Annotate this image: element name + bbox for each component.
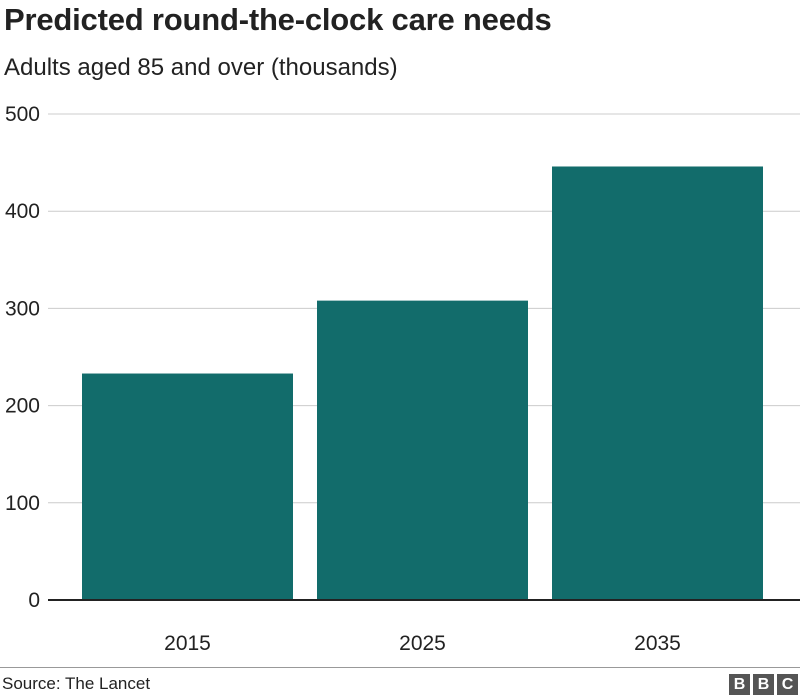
logo-letter: B — [753, 674, 774, 695]
y-tick-label: 0 — [28, 589, 40, 612]
x-tick-label: 2035 — [634, 632, 681, 655]
chart-subtitle: Adults aged 85 and over (thousands) — [4, 54, 398, 81]
x-axis-labels: 2015 2025 2035 — [164, 632, 681, 655]
footer-divider — [0, 667, 800, 668]
bar-chart: 0 100 200 300 400 500 2015 2025 2035 — [5, 103, 800, 655]
y-tick-label: 200 — [5, 395, 40, 418]
bar-2035 — [552, 166, 763, 600]
y-tick-label: 300 — [5, 297, 40, 320]
y-tick-label: 500 — [5, 103, 40, 126]
bar-2015 — [82, 373, 293, 600]
source-note: Source: The Lancet — [2, 674, 151, 693]
logo-letter: C — [777, 674, 798, 695]
bbc-logo: B B C — [729, 674, 798, 695]
y-tick-label: 400 — [5, 200, 40, 223]
x-tick-label: 2015 — [164, 632, 211, 655]
chart-title: Predicted round-the-clock care needs — [4, 2, 552, 37]
logo-letter: B — [729, 674, 750, 695]
bars — [82, 166, 763, 600]
y-tick-label: 100 — [5, 492, 40, 515]
y-axis-labels: 0 100 200 300 400 500 — [5, 103, 40, 612]
x-tick-label: 2025 — [399, 632, 446, 655]
bar-2025 — [317, 300, 528, 600]
